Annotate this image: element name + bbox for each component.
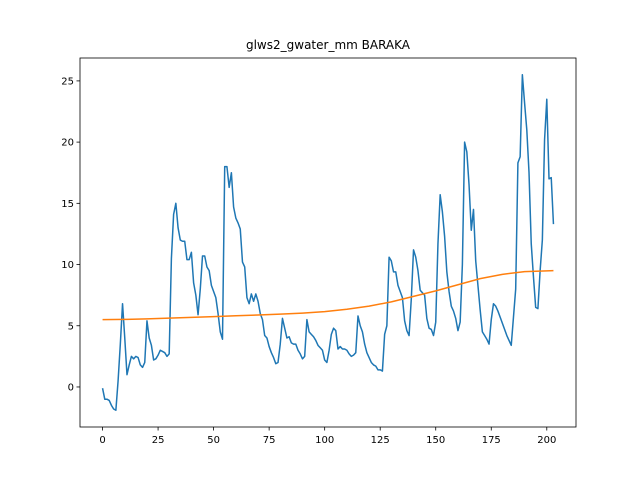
data-line <box>102 269 554 321</box>
x-tick-label: 200 <box>537 435 556 446</box>
x-tick-label: 75 <box>263 435 276 446</box>
x-tick-label: 100 <box>315 435 334 446</box>
x-tick-label: 125 <box>371 435 390 446</box>
plot-area <box>101 74 555 411</box>
y-tick-label: 10 <box>61 260 74 271</box>
x-tick-label: 25 <box>152 435 165 446</box>
x-tick-label: 150 <box>426 435 445 446</box>
x-tick-label: 50 <box>207 435 220 446</box>
y-tick-label: 25 <box>61 76 74 87</box>
y-tick-label: 0 <box>68 382 74 393</box>
x-tick-label: 175 <box>482 435 501 446</box>
data-line <box>101 74 555 411</box>
y-tick-label: 15 <box>61 199 74 210</box>
x-tick-label: 0 <box>99 435 105 446</box>
axes-frame <box>79 57 577 428</box>
y-tick-label: 5 <box>68 321 74 332</box>
y-tick-label: 20 <box>61 138 74 149</box>
chart-title: glws2_gwater_mm BARAKA <box>246 38 411 52</box>
